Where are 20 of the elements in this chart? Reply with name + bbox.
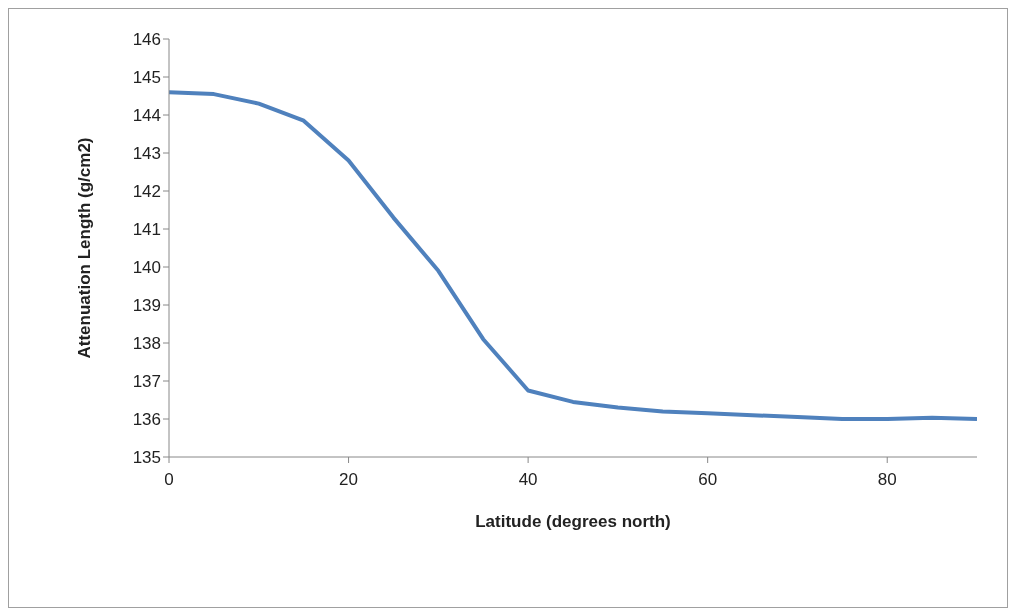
x-tick-label: 40	[518, 470, 538, 490]
x-tick-label: 20	[339, 470, 359, 490]
y-tick-label: 142	[132, 182, 161, 202]
y-tick-label: 137	[132, 372, 161, 392]
x-tick-label: 0	[164, 470, 174, 490]
y-tick-label: 146	[132, 30, 161, 50]
y-tick-label: 145	[132, 68, 161, 88]
y-tick-label: 135	[132, 448, 161, 468]
x-axis-title: Latitude (degrees north)	[475, 512, 671, 531]
x-tick-label: 60	[698, 470, 718, 490]
y-tick-label: 140	[132, 258, 161, 278]
line-series	[169, 90, 977, 421]
y-tick-label: 139	[132, 296, 161, 316]
y-tick-label: 141	[132, 220, 161, 240]
y-tick-label: 143	[132, 144, 161, 164]
y-tick-label: 144	[132, 106, 161, 126]
y-axis-title: Attenuation Length (g/cm2)	[75, 137, 95, 359]
y-tick-label: 136	[132, 410, 161, 430]
x-tick-label: 80	[877, 470, 897, 490]
y-tick-label: 138	[132, 334, 161, 354]
